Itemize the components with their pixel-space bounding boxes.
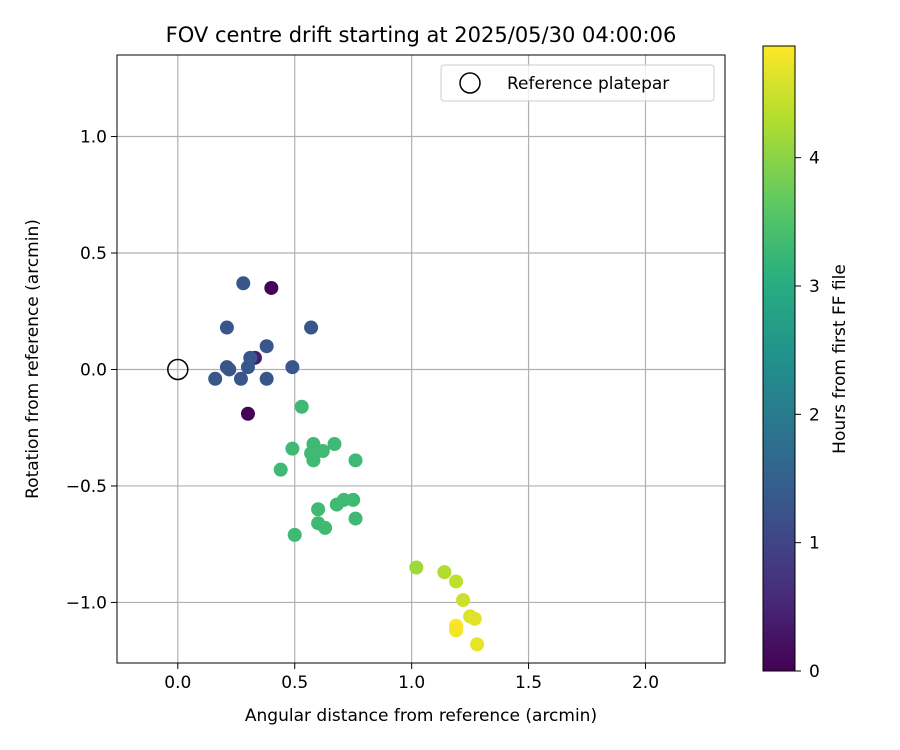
data-point bbox=[311, 502, 326, 517]
grid-lines bbox=[117, 55, 725, 663]
data-point bbox=[449, 574, 464, 589]
x-tick-label: 2.0 bbox=[632, 673, 659, 693]
x-axis-label: Angular distance from reference (arcmin) bbox=[245, 706, 597, 726]
data-point bbox=[273, 462, 288, 477]
data-point bbox=[285, 360, 300, 375]
data-point bbox=[329, 497, 344, 512]
data-point bbox=[222, 362, 237, 377]
legend-reference-marker bbox=[459, 72, 481, 94]
colorbar-ticks: 0 1 2 3 4 bbox=[795, 149, 820, 682]
data-point bbox=[208, 371, 223, 386]
x-tick-label: 1.5 bbox=[515, 673, 542, 693]
colorbar-label: Hours from first FF file bbox=[830, 264, 850, 454]
data-point bbox=[219, 320, 234, 335]
data-point bbox=[409, 560, 424, 575]
data-point bbox=[437, 565, 452, 580]
chart-title: FOV centre drift starting at 2025/05/30 … bbox=[166, 23, 677, 47]
data-point bbox=[294, 399, 309, 414]
data-point bbox=[259, 339, 274, 354]
y-tick-label: 0.0 bbox=[80, 360, 107, 380]
plot-frame bbox=[116, 54, 726, 664]
colorbar-tick-label: 4 bbox=[809, 149, 820, 169]
data-point bbox=[318, 520, 333, 535]
x-tick-label: 0.5 bbox=[281, 673, 308, 693]
data-point bbox=[264, 280, 279, 295]
data-point bbox=[467, 611, 482, 626]
y-tick-label: −1.0 bbox=[66, 593, 107, 613]
y-tick-label: 0.5 bbox=[80, 244, 107, 264]
data-point bbox=[348, 453, 363, 468]
data-point bbox=[287, 527, 302, 542]
data-point bbox=[456, 593, 471, 608]
colorbar-tick-label: 3 bbox=[809, 277, 820, 297]
data-point bbox=[285, 441, 300, 456]
legend-box bbox=[440, 64, 715, 102]
legend-entry-reference: Reference platepar bbox=[507, 74, 669, 94]
data-point bbox=[315, 444, 330, 459]
data-point bbox=[240, 360, 255, 375]
data-point bbox=[306, 453, 321, 468]
data-point bbox=[449, 623, 464, 638]
colorbar: 0 1 2 3 4 Hours from first FF file bbox=[762, 45, 850, 682]
colorbar-tick-label: 2 bbox=[809, 405, 820, 425]
reference-platepar-marker bbox=[167, 358, 189, 381]
x-tick-label: 1.0 bbox=[398, 673, 425, 693]
reference-marker-layer bbox=[167, 358, 189, 381]
data-point bbox=[233, 371, 248, 386]
data-point bbox=[327, 437, 342, 452]
y-axis-ticks: −1.0 −0.5 0.0 0.5 1.0 bbox=[66, 128, 117, 613]
x-tick-label: 0.0 bbox=[164, 673, 191, 693]
colorbar-tick-label: 1 bbox=[809, 534, 820, 554]
data-points bbox=[208, 276, 485, 652]
colorbar-tick-label: 0 bbox=[809, 662, 820, 682]
data-point bbox=[304, 320, 319, 335]
x-axis-ticks: 0.0 0.5 1.0 1.5 2.0 bbox=[164, 663, 659, 693]
data-point bbox=[259, 371, 274, 386]
y-tick-label: 1.0 bbox=[80, 128, 107, 148]
data-point bbox=[470, 637, 485, 652]
legend: Reference platepar bbox=[440, 64, 715, 102]
data-point bbox=[236, 276, 251, 291]
data-point bbox=[240, 406, 255, 421]
y-axis-label: Rotation from reference (arcmin) bbox=[23, 219, 43, 499]
data-point bbox=[348, 511, 363, 526]
y-tick-label: −0.5 bbox=[66, 477, 107, 497]
colorbar-gradient bbox=[762, 45, 796, 672]
